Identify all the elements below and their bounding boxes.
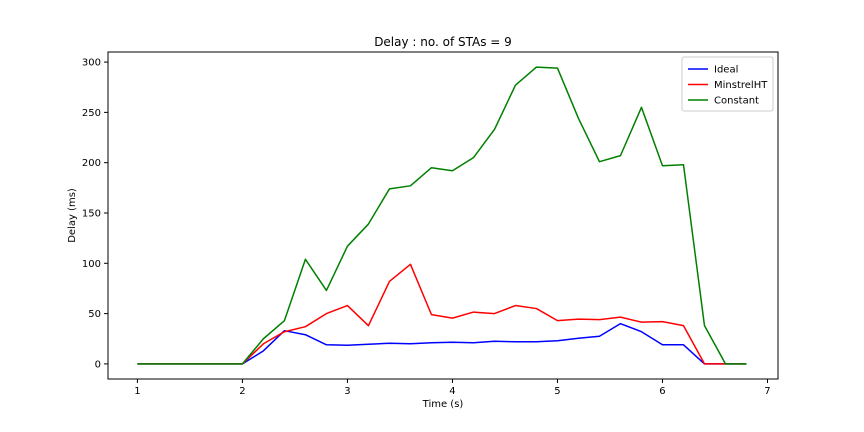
chart-title: Delay : no. of STAs = 9 — [374, 35, 512, 49]
y-tick-label: 200 — [82, 158, 101, 169]
legend-label-minstrelht: MinstrelHT — [714, 80, 768, 91]
x-tick-label: 7 — [764, 386, 770, 397]
y-tick-label: 250 — [82, 108, 101, 119]
x-tick-label: 2 — [239, 386, 245, 397]
x-tick-label: 5 — [554, 386, 560, 397]
x-tick-label: 1 — [134, 386, 140, 397]
x-axis-label: Time (s) — [422, 399, 464, 410]
series-line-constant — [137, 66, 747, 365]
legend: Ideal MinstrelHT Constant — [681, 56, 774, 112]
x-axis-ticks: 1 2 3 4 5 6 7 — [134, 379, 771, 397]
series-line-minstrelht — [137, 263, 747, 365]
x-tick-label: 3 — [344, 386, 350, 397]
series-line-ideal — [137, 322, 747, 365]
y-tick-label: 50 — [88, 309, 101, 320]
y-tick-label: 150 — [82, 208, 101, 219]
y-tick-label: 100 — [82, 259, 101, 270]
legend-label-constant: Constant — [714, 96, 759, 107]
x-tick-label: 6 — [659, 386, 665, 397]
series-lines — [137, 66, 747, 365]
legend-label-ideal: Ideal — [714, 65, 738, 76]
y-axis-ticks: 0 50 100 150 200 250 300 — [82, 58, 108, 370]
y-axis-label: Delay (ms) — [67, 188, 78, 243]
y-tick-label: 0 — [95, 359, 101, 370]
plot-frame — [107, 51, 779, 380]
legend-box — [681, 56, 774, 112]
y-tick-label: 300 — [82, 58, 101, 69]
x-tick-label: 4 — [449, 386, 455, 397]
plot-area — [107, 51, 779, 380]
